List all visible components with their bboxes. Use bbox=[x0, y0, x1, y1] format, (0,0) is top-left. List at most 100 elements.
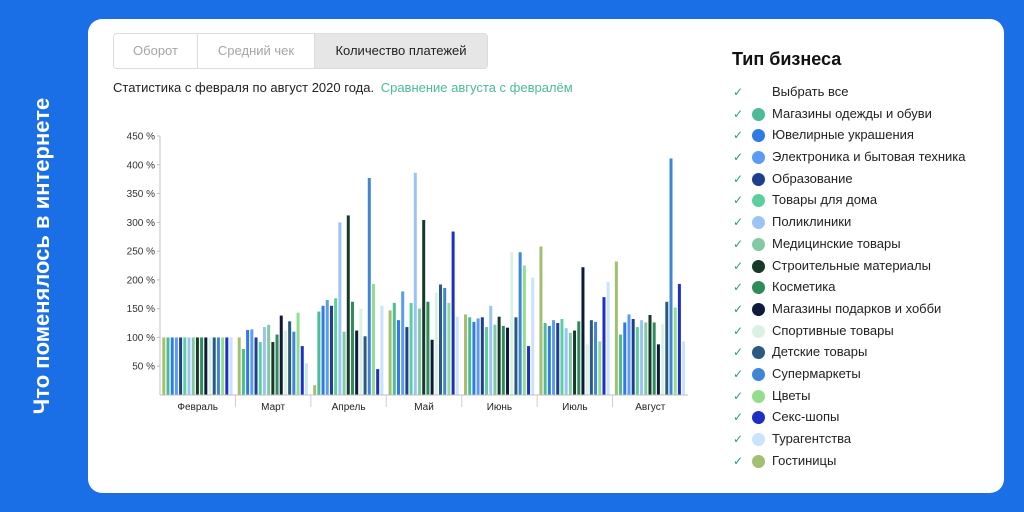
legend-item[interactable]: ✓ Цветы bbox=[732, 387, 992, 409]
bar bbox=[262, 327, 266, 395]
bar bbox=[191, 337, 195, 395]
bar bbox=[388, 310, 392, 395]
bar bbox=[187, 337, 191, 395]
tab-turnover[interactable]: Оборот bbox=[114, 34, 198, 68]
tab-payments-count[interactable]: Количество платежей bbox=[315, 34, 487, 68]
bar bbox=[510, 252, 514, 395]
checkmark-icon[interactable]: ✓ bbox=[733, 388, 744, 403]
bar bbox=[229, 337, 233, 395]
checkmark-icon[interactable]: ✓ bbox=[733, 366, 744, 381]
y-tick-label: 250 % bbox=[127, 247, 155, 258]
subtitle-text: Статистика с февраля по август 2020 года… bbox=[113, 80, 375, 95]
legend-item[interactable]: ✓ Товары для дома bbox=[732, 191, 992, 213]
bar bbox=[455, 316, 459, 395]
bar bbox=[560, 319, 564, 395]
bar bbox=[283, 330, 287, 395]
x-axis: Февраль Март Апрель Май Июнь Июль Август bbox=[160, 394, 688, 413]
bar bbox=[371, 283, 375, 395]
bar bbox=[376, 369, 380, 395]
bar bbox=[396, 320, 400, 395]
bar bbox=[166, 337, 170, 395]
bar bbox=[413, 172, 417, 395]
bar bbox=[501, 325, 505, 395]
y-tick-label: 100 % bbox=[127, 333, 155, 344]
legend-item[interactable]: ✓ Магазины подарков и хобби bbox=[732, 300, 992, 322]
legend-select-all[interactable]: ✓ Выбрать все bbox=[732, 83, 992, 105]
legend-color-dot bbox=[752, 367, 765, 381]
checkmark-icon[interactable]: ✓ bbox=[733, 106, 744, 121]
checkmark-icon[interactable]: ✓ bbox=[733, 85, 744, 99]
legend-item[interactable]: ✓ Магазины одежды и обуви bbox=[732, 105, 992, 127]
checkmark-icon[interactable]: ✓ bbox=[733, 215, 744, 230]
bar bbox=[677, 283, 681, 395]
bar bbox=[585, 344, 589, 395]
bar bbox=[292, 331, 296, 395]
checkmark-icon[interactable]: ✓ bbox=[733, 193, 744, 208]
legend-list: ✓ Выбрать все ✓ Магазины одежды и обуви ✓ Ю… bbox=[732, 83, 992, 473]
bar bbox=[200, 337, 204, 395]
bar bbox=[363, 336, 367, 395]
checkmark-icon[interactable]: ✓ bbox=[733, 410, 744, 425]
checkmark-icon[interactable]: ✓ bbox=[733, 301, 744, 316]
bar bbox=[480, 317, 484, 395]
bar bbox=[279, 315, 283, 395]
legend-item-label: Гостиницы bbox=[772, 452, 837, 468]
checkmark-icon[interactable]: ✓ bbox=[733, 280, 744, 295]
x-tick-label: Июль bbox=[562, 402, 588, 413]
checkmark-icon[interactable]: ✓ bbox=[733, 432, 744, 446]
bar bbox=[648, 314, 652, 395]
bar bbox=[405, 327, 409, 395]
bar bbox=[644, 322, 648, 395]
main-card: Оборот Средний чек Количество платежей С… bbox=[88, 19, 1004, 493]
legend-color-dot bbox=[752, 194, 765, 208]
legend-item-label: Медицинские товары bbox=[772, 235, 901, 251]
compare-link[interactable]: Сравнение августа с февралём bbox=[380, 80, 573, 95]
checkmark-icon[interactable]: ✓ bbox=[733, 323, 744, 338]
legend-color-dot bbox=[752, 389, 765, 403]
legend-item-label: Образование bbox=[772, 170, 853, 186]
legend-item[interactable]: ✓ Поликлиники bbox=[732, 213, 992, 235]
legend-item[interactable]: ✓ Спортивные товары bbox=[732, 322, 992, 344]
legend-item[interactable]: ✓ Турагентства bbox=[732, 430, 992, 452]
bar bbox=[656, 344, 660, 395]
checkmark-icon[interactable]: ✓ bbox=[733, 128, 744, 143]
bar bbox=[208, 337, 212, 395]
bar bbox=[237, 337, 241, 395]
bar bbox=[552, 320, 556, 395]
bar bbox=[606, 282, 610, 395]
legend-item[interactable]: ✓ Медицинские товары bbox=[732, 235, 992, 257]
checkmark-icon[interactable]: ✓ bbox=[733, 453, 744, 468]
legend-item[interactable]: ✓ Детские товары bbox=[732, 343, 992, 365]
legend-color-dot bbox=[752, 433, 765, 446]
bar bbox=[221, 337, 225, 395]
legend-item[interactable]: ✓ Электроника и бытовая техника bbox=[732, 148, 992, 170]
legend-item[interactable]: ✓ Образование bbox=[732, 170, 992, 192]
bar bbox=[304, 363, 308, 395]
legend-item[interactable]: ✓ Супермаркеты bbox=[732, 365, 992, 387]
legend-item[interactable]: ✓ Ювелирные украшения bbox=[732, 126, 992, 148]
bar bbox=[258, 342, 262, 395]
legend-item-label: Турагентства bbox=[772, 431, 852, 446]
legend-item[interactable]: ✓ Гостиницы bbox=[732, 452, 992, 474]
checkmark-icon[interactable]: ✓ bbox=[733, 236, 744, 251]
checkmark-icon[interactable]: ✓ bbox=[733, 345, 744, 360]
bar bbox=[581, 267, 585, 395]
y-tick-label: 200 % bbox=[127, 275, 155, 286]
legend-color-dot bbox=[752, 302, 765, 316]
bar bbox=[485, 327, 489, 395]
legend-item[interactable]: ✓ Секс-шопы bbox=[732, 408, 992, 430]
tab-average-check[interactable]: Средний чек bbox=[198, 34, 315, 68]
bar bbox=[401, 291, 405, 395]
bar bbox=[317, 311, 321, 395]
bar bbox=[451, 231, 455, 395]
checkmark-icon[interactable]: ✓ bbox=[733, 150, 744, 165]
legend-item[interactable]: ✓ Строительные материалы bbox=[732, 257, 992, 279]
checkmark-icon[interactable]: ✓ bbox=[733, 258, 744, 273]
checkmark-icon[interactable]: ✓ bbox=[733, 171, 744, 186]
bar bbox=[183, 337, 187, 395]
bar bbox=[241, 348, 245, 395]
legend-panel: Тип бизнеса ✓ Выбрать все ✓ Магазины одеж… bbox=[732, 49, 992, 473]
legend-item[interactable]: ✓ Косметика bbox=[732, 278, 992, 300]
bar bbox=[195, 337, 199, 395]
legend-color-dot bbox=[752, 216, 765, 230]
